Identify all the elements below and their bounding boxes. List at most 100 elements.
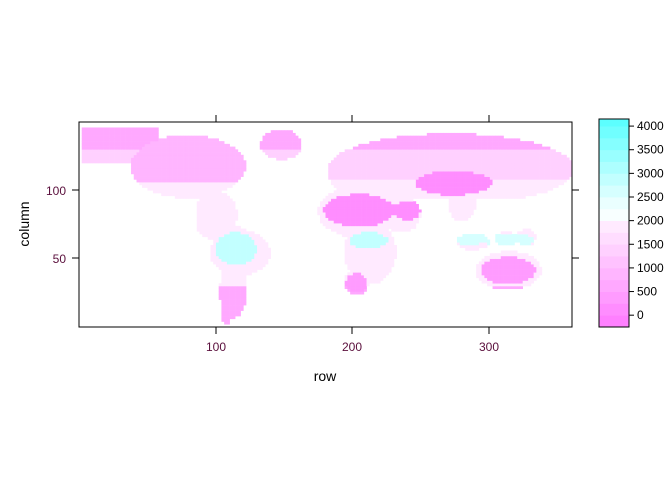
heatmap-cell — [355, 242, 359, 246]
heatmap-cell — [155, 173, 159, 177]
heatmap-cell — [237, 247, 241, 251]
heatmap-cell — [530, 255, 534, 259]
heatmap-cell — [224, 163, 228, 167]
heatmap-cell — [506, 266, 510, 270]
heatmap-cell — [437, 141, 441, 145]
heatmap-cell — [295, 149, 299, 153]
heatmap-cell — [437, 165, 441, 169]
heatmap-cell — [330, 223, 335, 227]
heatmap-cell — [350, 160, 354, 164]
heatmap-cell — [481, 234, 485, 238]
heatmap-cell — [273, 132, 277, 136]
heatmap-cell — [361, 277, 365, 281]
heatmap-cell — [514, 154, 518, 158]
heatmap-cell — [487, 173, 491, 177]
heatmap-cell — [385, 228, 389, 232]
heatmap-cell — [391, 223, 395, 227]
heatmap-cell — [298, 146, 302, 150]
heatmap-cell — [237, 288, 241, 292]
heatmap-cell — [237, 152, 241, 156]
heatmap-cell — [352, 261, 356, 265]
heatmap-cell — [443, 176, 447, 180]
heatmap-cell — [547, 179, 551, 183]
heatmap-cell — [407, 165, 411, 169]
heatmap-cell — [180, 138, 184, 142]
heatmap-cell — [194, 184, 198, 188]
heatmap-cell — [525, 231, 529, 235]
heatmap-cell — [347, 179, 351, 183]
heatmap-cell — [517, 157, 521, 161]
heatmap-cell — [246, 242, 250, 246]
heatmap-cell — [377, 157, 381, 161]
heatmap-cell — [388, 258, 392, 262]
heatmap-cell — [443, 179, 447, 183]
heatmap-cell — [426, 141, 430, 145]
heatmap-cell — [215, 168, 219, 172]
heatmap-cell — [224, 250, 228, 254]
heatmap-cell — [509, 152, 513, 156]
heatmap-cell — [251, 269, 255, 273]
heatmap-cell — [180, 165, 184, 169]
heatmap-cell — [481, 160, 485, 164]
heatmap-cell — [550, 152, 554, 156]
heatmap-cell — [218, 294, 222, 298]
heatmap-cell — [391, 214, 395, 218]
heatmap-cell — [177, 173, 181, 177]
heatmap-cell — [350, 149, 354, 153]
heatmap-cell — [495, 264, 499, 268]
heatmap-cell — [525, 255, 529, 259]
heatmap-cell — [525, 269, 529, 273]
heatmap-cell — [224, 204, 228, 208]
heatmap-cell — [289, 146, 293, 150]
heatmap-cell — [196, 184, 200, 188]
heatmap-cell — [476, 234, 480, 238]
heatmap-cell — [372, 275, 376, 279]
heatmap-cell — [492, 173, 496, 177]
heatmap-cell — [432, 176, 436, 180]
heatmap-cell — [481, 152, 485, 156]
heatmap-cell — [539, 266, 543, 270]
heatmap-cell — [237, 310, 241, 314]
heatmap-cell — [361, 157, 365, 161]
heatmap-cell — [199, 149, 203, 153]
heatmap-cell — [224, 291, 228, 295]
heatmap-cell — [361, 261, 365, 265]
heatmap-cell — [383, 228, 387, 232]
heatmap-cell — [136, 132, 140, 136]
heatmap-cell — [530, 182, 534, 186]
heatmap-cell — [330, 204, 335, 208]
heatmap-cell — [259, 236, 263, 240]
heatmap-cell — [391, 195, 395, 199]
heatmap-cell — [287, 135, 291, 139]
heatmap-cell — [369, 266, 373, 270]
heatmap-cell — [172, 152, 176, 156]
heatmap-cell — [456, 149, 461, 153]
heatmap-cell — [237, 302, 241, 306]
heatmap-cell — [528, 242, 532, 246]
heatmap-cell — [169, 179, 173, 183]
heatmap-cell — [147, 160, 151, 164]
colorbar-segment — [599, 315, 629, 328]
heatmap-cell — [509, 138, 513, 142]
heatmap-cell — [456, 198, 461, 202]
heatmap-cell — [267, 141, 272, 145]
heatmap-cell — [404, 152, 408, 156]
heatmap-cell — [418, 182, 422, 186]
heatmap-cell — [478, 160, 482, 164]
heatmap-cell — [407, 212, 411, 216]
heatmap-cell — [161, 154, 165, 158]
colorbar-segment — [599, 220, 629, 233]
heatmap-cell — [139, 182, 143, 186]
heatmap-cell — [237, 266, 241, 270]
heatmap-cell — [226, 266, 230, 270]
heatmap-cell — [358, 291, 362, 295]
plot-panel — [78, 121, 573, 328]
heatmap-cell — [421, 138, 425, 142]
heatmap-cell — [141, 163, 146, 167]
heatmap-cell — [224, 280, 228, 284]
heatmap-cell — [369, 195, 373, 199]
heatmap-cell — [213, 217, 217, 221]
heatmap-cell — [498, 171, 502, 175]
heatmap-cell — [109, 157, 113, 161]
heatmap-cell — [500, 236, 504, 240]
